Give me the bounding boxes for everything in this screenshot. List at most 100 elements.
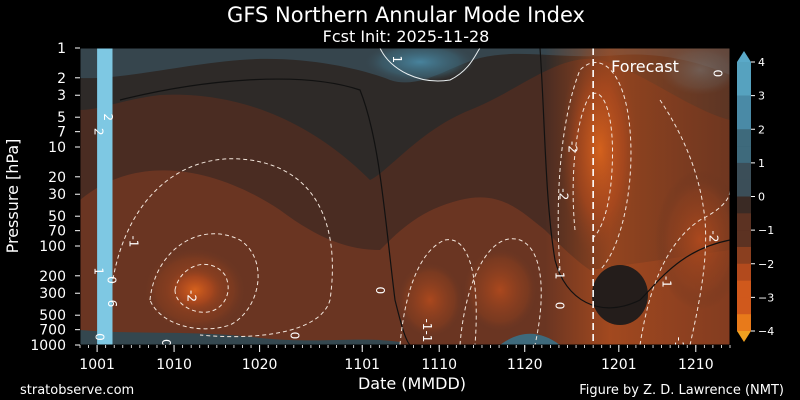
contour-label: 1	[390, 55, 404, 63]
y-axis-label: Pressure [hPa]	[3, 139, 22, 254]
contour-lines	[109, 48, 730, 345]
field-positive-bottom-2	[500, 333, 560, 345]
y-tick-label: 20	[48, 170, 66, 186]
colorbar-extend-max	[737, 51, 751, 62]
colorbar-segment	[737, 280, 751, 298]
field-neutral-pocket	[592, 265, 648, 325]
colorbar-segment	[737, 129, 751, 147]
contour-label: -1	[420, 318, 434, 330]
colorbar-segment	[737, 196, 751, 214]
y-tick-label: 10	[48, 140, 66, 156]
colorbar-segment	[737, 179, 751, 197]
y-tick-label: 200	[39, 269, 66, 285]
y-tick-label: 3	[57, 88, 66, 104]
field-negative-cell-nov	[395, 260, 465, 340]
contour-label: -1	[552, 268, 566, 280]
field-strat-hot-core	[560, 48, 640, 260]
contour-label: -1	[659, 276, 673, 288]
colorbar-segment	[737, 78, 751, 96]
colorbar-segment	[737, 314, 751, 332]
field-negative-cell-late	[460, 245, 540, 335]
contour-dashed-b	[149, 233, 259, 330]
field-negative-cell-core	[167, 268, 223, 312]
contour-label: 0	[711, 69, 725, 77]
contour-label: -1	[127, 235, 141, 247]
contour-label: -1	[420, 330, 434, 342]
y-tick-label: 70	[48, 224, 66, 240]
contour-label: 0	[104, 276, 118, 284]
colorbar-segment	[737, 230, 751, 248]
contour-label: -2	[557, 188, 571, 200]
y-tick-label: 100	[39, 239, 66, 255]
contour-label: 2	[91, 128, 105, 136]
contour-solid-zero-2	[539, 48, 730, 309]
contour-label: 2	[101, 113, 115, 121]
contour-dashed-a	[109, 158, 333, 338]
colorbar-segment	[737, 213, 751, 231]
colorbar-segment	[737, 95, 751, 113]
contour-label: 0	[92, 333, 106, 341]
colorbar-tick-label: −4	[758, 325, 774, 338]
colorbar-tick-label: −2	[758, 258, 774, 271]
footer-site: stratobserve.com	[20, 383, 134, 398]
colorbar-tick-label: 4	[758, 56, 765, 69]
colorbar-segment	[737, 246, 751, 265]
field-positive-cell-1	[365, 48, 475, 82]
contour-label: 0	[159, 339, 173, 347]
colorbar-segment	[737, 263, 751, 281]
contour-label: -2	[185, 290, 199, 302]
contour-label: 1	[91, 267, 105, 275]
contour-label: -2	[565, 141, 579, 153]
colorbar-segment	[737, 112, 751, 130]
colorbar-tick-label: 0	[758, 191, 765, 204]
contour-label: -1	[672, 337, 686, 349]
colorbar-extend-min	[737, 331, 751, 342]
x-tick-label: 1201	[601, 357, 637, 373]
contour-label: 0	[552, 302, 566, 310]
colorbar-segment	[737, 62, 751, 80]
colorbar-segment	[737, 297, 751, 315]
contour-positive-one	[379, 48, 481, 82]
colorbar-segment	[737, 146, 751, 164]
colorbar-tick-label: −3	[758, 291, 774, 304]
colorbar-segment	[737, 162, 751, 180]
x-tick-label: 1210	[678, 357, 714, 373]
contour-dashed-f	[557, 62, 632, 271]
contour-dashed-g	[572, 92, 614, 241]
y-tick-label: 5	[57, 110, 66, 126]
x-tick-label: 1020	[242, 357, 278, 373]
x-tick-label: 1010	[156, 357, 192, 373]
y-tick-label: 7	[57, 125, 66, 141]
contour-solid-zero	[119, 78, 411, 345]
contour-dashed-h	[639, 189, 730, 345]
y-tick-label: 50	[48, 209, 66, 225]
contour-dashed-c	[174, 263, 229, 313]
x-tick-label: 1101	[344, 357, 380, 373]
contour-label: 0	[287, 332, 301, 340]
x-tick-label: 1110	[421, 357, 457, 373]
y-tick-label: 1	[57, 41, 66, 57]
field-strat-hot-right	[655, 170, 730, 310]
y-tick-label: 700	[39, 323, 66, 339]
footer-credit: Figure by Z. D. Lawrence (NMT)	[579, 383, 784, 398]
y-tick-label: 500	[39, 308, 66, 324]
x-axis-label: Date (MMDD)	[358, 374, 466, 393]
x-tick-label: 1001	[79, 357, 115, 373]
colorbar-tick-label: 1	[758, 157, 765, 170]
contour-dashed-i	[659, 99, 707, 345]
chart-title: GFS Northern Annular Mode Index	[227, 3, 585, 27]
y-tick-label: 300	[39, 286, 66, 302]
x-tick-label: 1120	[507, 357, 543, 373]
field-positive-bottom	[80, 330, 400, 345]
chart-subtitle: Fcst Init: 2025-11-28	[323, 27, 490, 46]
colorbar: 4 3 2 1 0 −1 −2 −3 −4	[737, 51, 774, 342]
field-neutral-upper	[80, 48, 730, 180]
colorbar-tick-label: 2	[758, 123, 765, 136]
y-tick-label: 1000	[30, 338, 66, 354]
colorbar-tick-label: 3	[758, 90, 765, 103]
colorbar-tick-label: −1	[758, 224, 774, 237]
